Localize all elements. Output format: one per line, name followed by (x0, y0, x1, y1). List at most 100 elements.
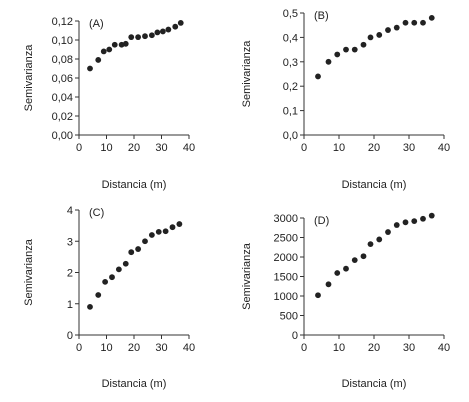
y-tick-label: 0,10 (52, 35, 73, 47)
x-tick-label: 10 (100, 142, 112, 154)
y-tick-label: 0,04 (52, 92, 73, 104)
y-tick-label: 1500 (274, 272, 298, 284)
data-point (102, 278, 109, 285)
x-tick-label: 10 (333, 342, 345, 354)
data-point (343, 46, 349, 53)
data-point (115, 266, 122, 273)
data-point (159, 28, 166, 35)
data-point (176, 221, 183, 227)
y-tick-label: 0,0 (283, 130, 298, 142)
y-tick-label: 2500 (274, 233, 298, 245)
x-tick-label: 30 (403, 342, 415, 354)
y-axis-title: Semivarianza (23, 238, 35, 306)
y-tick-label: 0,02 (52, 111, 73, 123)
y-tick-label: 3000 (274, 213, 298, 225)
x-tick-label: 10 (100, 342, 112, 354)
x-tick-label: 10 (333, 142, 345, 154)
data-point (162, 228, 169, 235)
y-tick-label: 0,12 (52, 16, 73, 28)
data-point (128, 34, 135, 41)
data-point (376, 236, 383, 243)
data-point (325, 281, 332, 288)
data-point (165, 26, 172, 33)
x-tick-label: 20 (368, 342, 380, 354)
data-point (402, 19, 409, 26)
x-tick-label: 40 (438, 142, 450, 154)
data-point (393, 222, 400, 228)
data-point (325, 58, 332, 65)
data-point (360, 253, 367, 260)
data-point (334, 51, 341, 58)
data-point (385, 229, 391, 235)
data-point (420, 19, 426, 26)
y-tick-label: 0,4 (283, 32, 298, 44)
data-point (343, 265, 349, 272)
data-point (172, 23, 179, 30)
x-tick-label: 20 (128, 342, 140, 354)
x-tick-label: 40 (438, 342, 450, 354)
data-point (315, 73, 321, 80)
x-axis-title: Distancia (m) (342, 378, 407, 390)
y-tick-label: 1 (67, 299, 73, 311)
y-tick-label: 0 (292, 330, 298, 342)
data-point (142, 238, 148, 245)
panel-label: (B) (314, 10, 329, 22)
y-tick-label: 0 (67, 330, 73, 342)
data-point (95, 292, 102, 298)
data-point (177, 20, 184, 26)
data-point (334, 270, 341, 276)
y-tick-label: 500 (280, 311, 298, 323)
panel-label: (C) (89, 207, 104, 219)
y-axis-title: Semivarianza (241, 242, 253, 310)
data-point (128, 249, 135, 256)
data-point (351, 46, 358, 53)
panel-d: 0 500 1000 1500 2000 2500 3000 0 10 20 30 40 Distanc… (241, 212, 450, 390)
data-point (315, 292, 321, 299)
y-tick-label: 0,1 (283, 106, 298, 118)
data-point (87, 65, 93, 72)
y-tick-label: 0,00 (52, 130, 73, 142)
y-tick-label: 0,2 (283, 81, 298, 93)
y-tick-label: 0,08 (52, 54, 73, 66)
data-point (122, 260, 129, 267)
x-tick-label: 20 (128, 142, 140, 154)
data-point (95, 57, 102, 63)
data-point (411, 218, 418, 225)
y-tick-label: 4 (67, 205, 73, 217)
x-tick-label: 0 (301, 142, 307, 154)
data-point (87, 303, 93, 310)
data-point (376, 32, 383, 38)
data-point (169, 224, 176, 231)
data-point (428, 212, 435, 219)
data-point (122, 40, 129, 47)
x-tick-label: 0 (301, 342, 307, 354)
y-tick-label: 1000 (274, 291, 298, 303)
data-point (155, 228, 162, 235)
x-axis-title: Distancia (m) (102, 378, 167, 390)
data-point (135, 246, 142, 252)
data-point (367, 241, 374, 248)
y-tick-label: 0,5 (283, 8, 298, 20)
y-axis-title: Semivarianza (23, 44, 35, 112)
data-point (428, 14, 435, 21)
y-tick-label: 0,06 (52, 73, 73, 85)
x-tick-label: 30 (403, 142, 415, 154)
x-tick-label: 0 (76, 142, 82, 154)
y-tick-label: 2 (67, 268, 73, 280)
x-tick-label: 30 (155, 142, 167, 154)
data-point (100, 48, 107, 55)
data-point (111, 41, 118, 48)
x-tick-label: 30 (155, 342, 167, 354)
x-tick-label: 40 (183, 142, 195, 154)
x-tick-label: 40 (183, 342, 195, 354)
data-point (420, 215, 426, 222)
y-axis-title: Semivarianza (241, 40, 253, 108)
x-tick-label: 20 (368, 142, 380, 154)
data-point (154, 29, 161, 36)
data-point (142, 33, 148, 40)
y-tick-label: 2000 (274, 252, 298, 264)
data-point (402, 219, 409, 226)
data-point (351, 257, 358, 264)
